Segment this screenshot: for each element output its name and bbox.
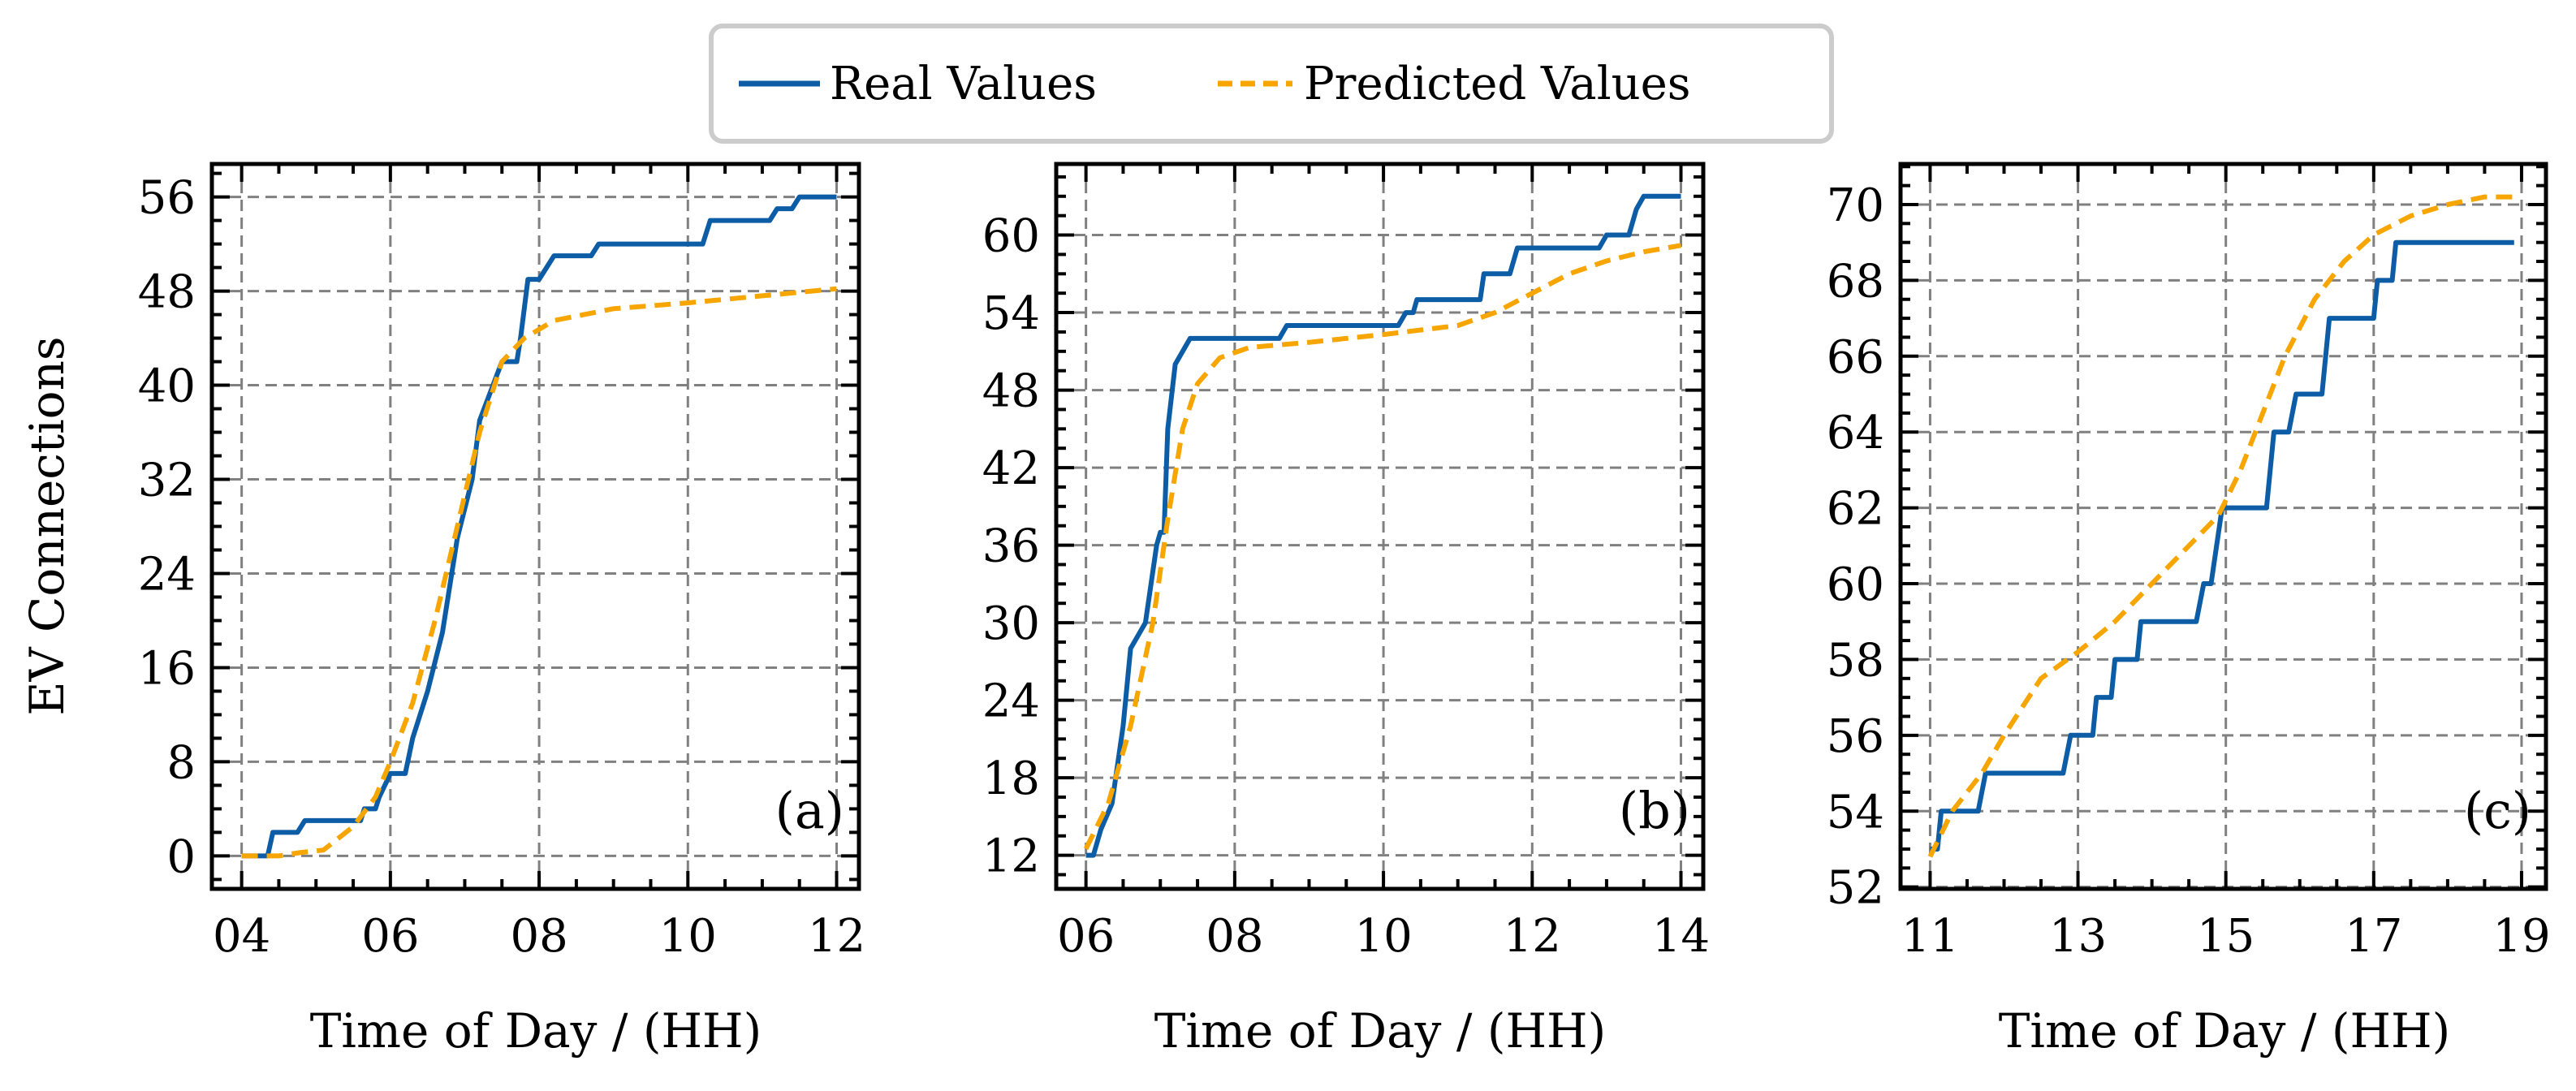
panel-c-x-tick-label: 15 [2197, 910, 2255, 963]
panel-b-x-tick-label: 06 [1057, 910, 1115, 963]
panel-b-y-tick-label: 24 [982, 675, 1040, 728]
panel-b-y-tick-label: 18 [982, 752, 1040, 805]
panel-a-y-tick-label: 32 [138, 455, 196, 507]
panel-c-xlabel: Time of Day / (HH) [1999, 1003, 2451, 1059]
panel-a-y-tick-label: 56 [138, 172, 196, 225]
panel-c-x-tick-label: 19 [2492, 910, 2550, 963]
panel-c-x-tick-label: 11 [1901, 910, 1959, 963]
panel-b-x-tick-label: 14 [1652, 910, 1710, 963]
panel-c-frame [1898, 162, 2548, 891]
panel-a-x-tick-label: 04 [213, 910, 270, 963]
panel-b-label: (b) [1619, 781, 1690, 840]
panel-b-y-tick-label: 30 [982, 597, 1040, 650]
panel-a-y-tick-label: 40 [138, 360, 196, 413]
panel-c-y-tick-label: 60 [1827, 558, 1884, 611]
panel-b-y-tick-label: 36 [982, 520, 1040, 573]
panel-b-frame [1054, 162, 1706, 891]
panel-a-x-tick-label: 12 [808, 910, 865, 963]
panel-b-x-tick-label: 10 [1354, 910, 1412, 963]
panel-c-y-tick-label: 66 [1827, 331, 1884, 384]
panel-b-y-tick-label: 42 [982, 442, 1040, 495]
panel-a-x-tick-label: 08 [510, 910, 567, 963]
panel-c: Time of Day / (HH) (c) 11 13 15 17 19 52 54 56 5… [1827, 162, 2551, 1059]
legend-predicted-label: Predicted Values [1304, 58, 1691, 110]
panel-b-y-tick-label: 12 [982, 830, 1040, 883]
panel-a-y-tick-label: 48 [138, 266, 196, 319]
panel-b-x-tick-label: 08 [1206, 910, 1263, 963]
panel-c-y-tick-label: 52 [1827, 862, 1884, 915]
panel-a-x-tick-label: 06 [361, 910, 419, 963]
panel-c-y-tick-label: 54 [1827, 786, 1884, 839]
panel-c-y-tick-label: 68 [1827, 255, 1884, 308]
panel-c-x-tick-label: 17 [2345, 910, 2402, 963]
panel-c-y-tick-label: 56 [1827, 710, 1884, 763]
panel-a-x-tick-label: 10 [659, 910, 717, 963]
panel-a-y-tick-label: 0 [166, 830, 196, 883]
panel-b-y-tick-label: 60 [982, 210, 1040, 263]
legend-real-label: Real Values [830, 58, 1097, 110]
panel-b: Time of Day / (HH) (b) 06 08 10 12 14 12 18 24 3… [982, 162, 1710, 1059]
panel-a-y-tick-label: 8 [166, 736, 196, 789]
panel-a-y-tick-label: 16 [138, 642, 196, 695]
legend: Real Values Predicted Values [709, 24, 1834, 144]
panel-a-y-tick-label: 24 [138, 548, 196, 601]
y-axis-label: EV Connections [19, 336, 75, 715]
panel-b-x-tick-label: 12 [1504, 910, 1561, 963]
panel-c-y-tick-label: 64 [1827, 407, 1884, 459]
panel-c-label: (c) [2464, 781, 2531, 840]
panel-b-predicted-line [1083, 243, 1682, 851]
panel-c-real-line [1930, 239, 2514, 852]
panel-a-predicted-line [241, 286, 837, 859]
panel-a-label: (a) [775, 781, 844, 840]
panel-a: Time of Day / (HH) (a) 04 06 08 10 120816243… [138, 162, 865, 1059]
panel-b-xlabel: Time of Day / (HH) [1154, 1003, 1607, 1059]
panel-a-xlabel: Time of Day / (HH) [310, 1003, 762, 1059]
panel-b-y-tick-label: 48 [982, 365, 1040, 418]
panel-c-y-tick-label: 70 [1827, 179, 1884, 232]
panel-b-y-tick-label: 54 [982, 287, 1040, 340]
panel-c-y-tick-label: 62 [1827, 483, 1884, 536]
panel-b-real-line [1085, 193, 1681, 858]
panel-c-x-tick-label: 13 [2049, 910, 2107, 963]
panel-c-predicted-line [1927, 194, 2514, 858]
panel-a-frame [209, 162, 861, 891]
panel-c-y-tick-label: 58 [1827, 634, 1884, 687]
